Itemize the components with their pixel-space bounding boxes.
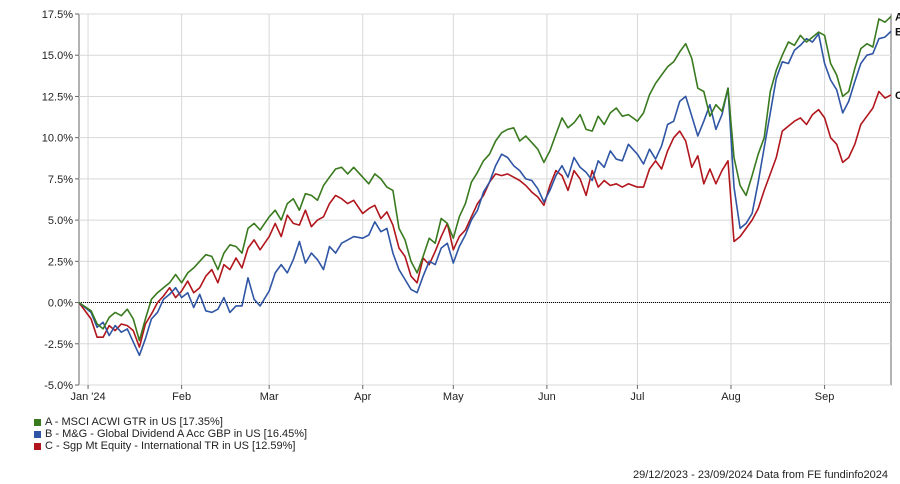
x-tick-label: Sep bbox=[815, 391, 835, 403]
series-lines bbox=[78, 15, 892, 357]
x-tick-label: May bbox=[443, 391, 464, 403]
y-tick-label: -5.0% bbox=[44, 380, 73, 392]
series-end-label-c: C bbox=[895, 90, 900, 102]
y-tick-label: 10.0% bbox=[42, 133, 73, 145]
y-tick-label: 0.0% bbox=[48, 298, 73, 310]
x-axis: Jan '24 Feb Mar Apr May Jun Jul Aug Sep bbox=[70, 385, 834, 403]
legend-swatch bbox=[34, 418, 41, 426]
x-tick-label: Jul bbox=[630, 391, 644, 403]
x-tick-label: Jan '24 bbox=[70, 391, 105, 403]
series-end-labels: AB C bbox=[895, 11, 900, 101]
y-tick-label: 17.5% bbox=[42, 9, 73, 21]
legend-label: C - Sgp Mt Equity - International TR in … bbox=[45, 440, 296, 452]
legend-label: B - M&G - Global Dividend A Acc GBP in U… bbox=[45, 428, 308, 440]
legend-swatch bbox=[34, 430, 41, 438]
y-tick-label: 2.5% bbox=[48, 256, 73, 268]
performance-chart: 17.5% 15.0% 12.5% 10.0% 7.5% 5.0% 2.5% 0.0% -2.5… bbox=[42, 9, 900, 403]
footer-date-range: 29/12/2023 - 23/09/2024 Data from FE fun… bbox=[632, 469, 888, 481]
legend-item-c: C - Sgp Mt Equity - International TR in … bbox=[34, 440, 307, 452]
series-line-b bbox=[78, 30, 892, 357]
series-end-label-b: B bbox=[895, 26, 900, 38]
y-axis: 17.5% 15.0% 12.5% 10.0% 7.5% 5.0% 2.5% 0.0% -2.5… bbox=[42, 9, 79, 392]
series-end-label-a: A bbox=[895, 11, 900, 23]
y-tick-label: 12.5% bbox=[42, 91, 73, 103]
y-tick-label: -2.5% bbox=[44, 339, 73, 351]
y-tick-label: 15.0% bbox=[42, 50, 73, 62]
x-tick-label: Aug bbox=[721, 391, 741, 403]
plot-area bbox=[78, 13, 892, 386]
legend-swatch bbox=[34, 442, 41, 450]
series-line-a bbox=[78, 15, 892, 342]
x-tick-label: Mar bbox=[260, 391, 279, 403]
x-tick-label: Apr bbox=[354, 391, 371, 403]
y-tick-label: 5.0% bbox=[48, 215, 73, 227]
legend-item-b: B - M&G - Global Dividend A Acc GBP in U… bbox=[34, 428, 307, 440]
x-tick-label: Jun bbox=[538, 391, 556, 403]
legend: A - MSCI ACWI GTR in US [17.35%] B - M&G … bbox=[34, 416, 307, 452]
legend-label: A - MSCI ACWI GTR in US [17.35%] bbox=[45, 416, 223, 428]
legend-item-a: A - MSCI ACWI GTR in US [17.35%] bbox=[34, 416, 307, 428]
y-tick-label: 7.5% bbox=[48, 174, 73, 186]
x-tick-label: Feb bbox=[172, 391, 191, 403]
